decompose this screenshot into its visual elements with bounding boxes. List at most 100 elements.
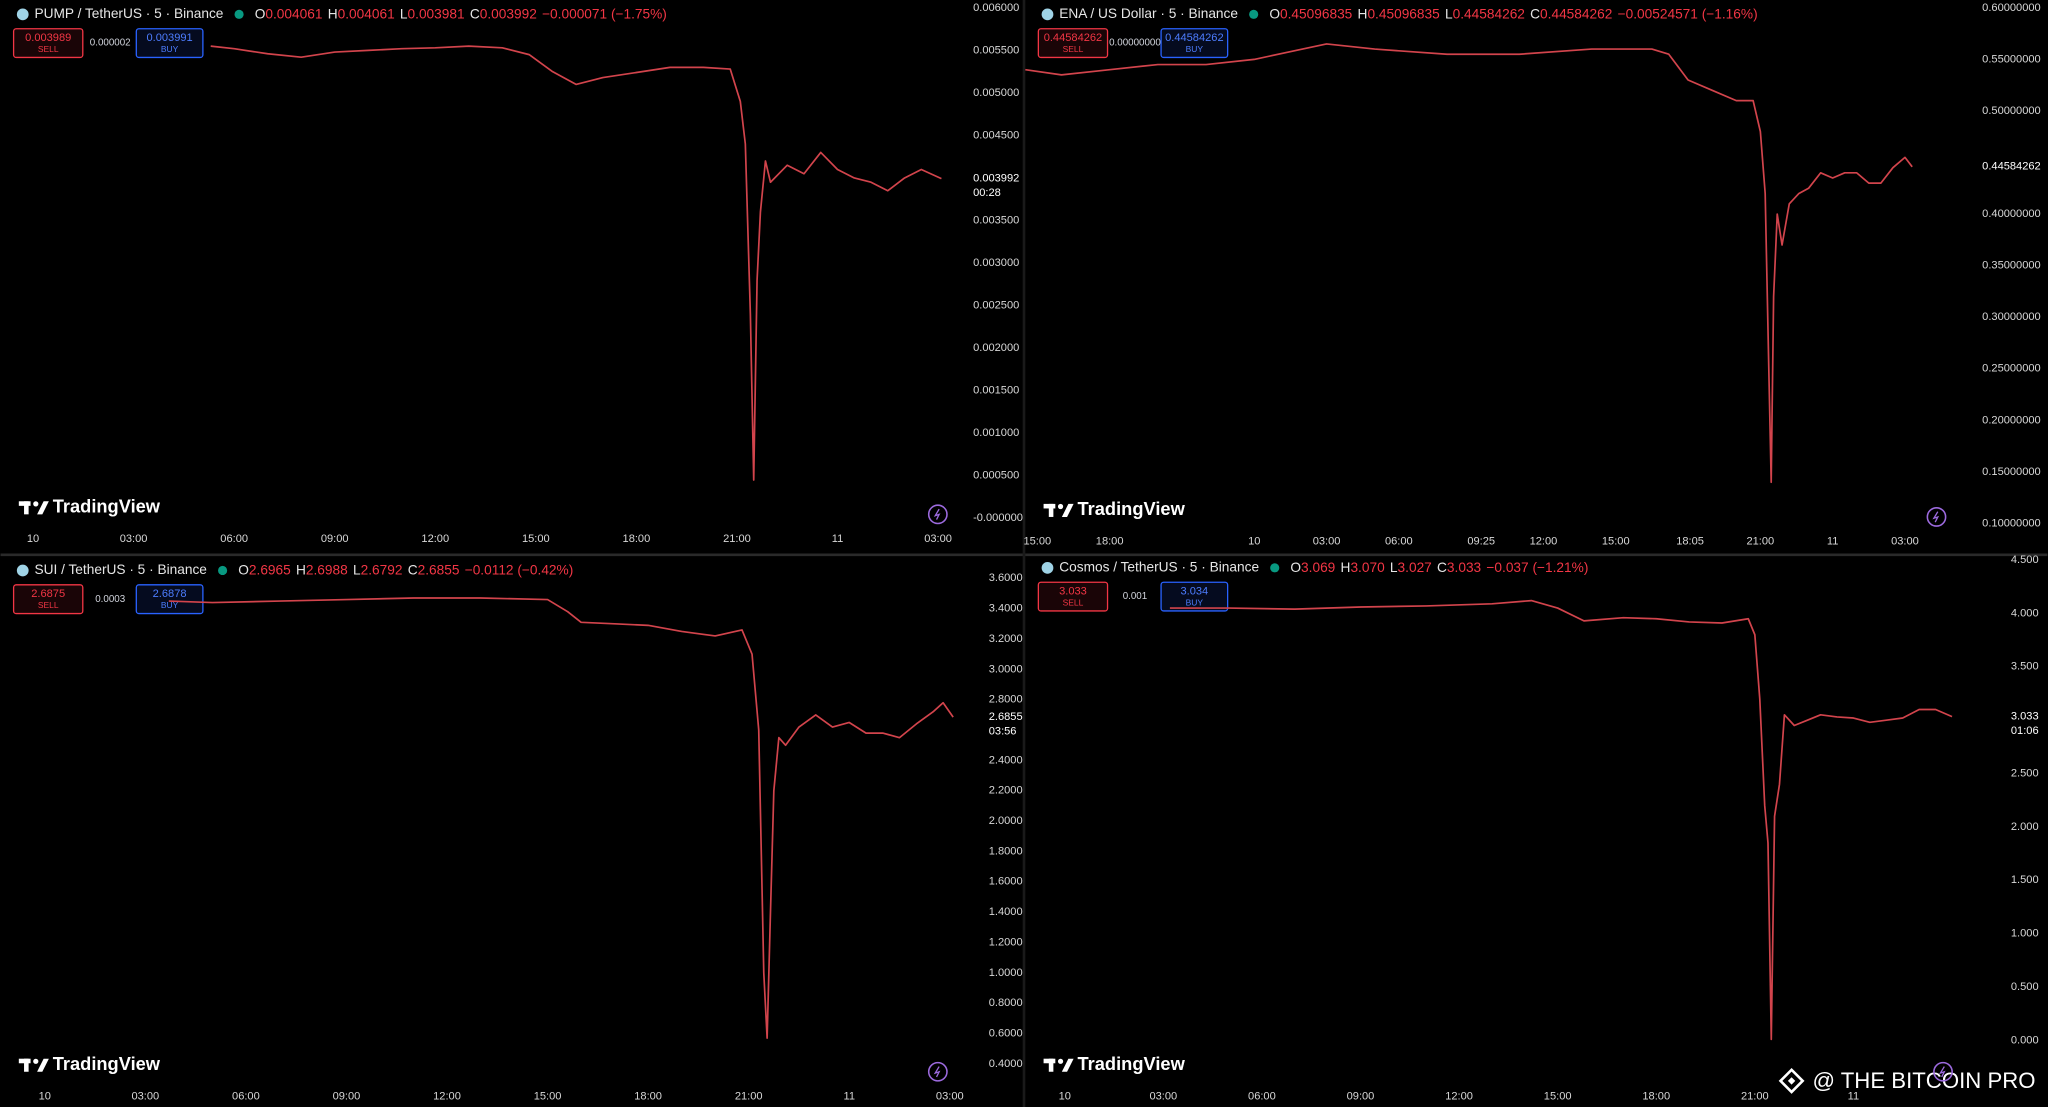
- ohlc-value: 0.004061: [265, 6, 322, 21]
- x-tick-label: 09:00: [1347, 1090, 1375, 1102]
- ohlc-value: 2.6965: [249, 562, 291, 577]
- x-tick-label: 03:00: [1149, 1090, 1177, 1102]
- sell-label: SELL: [38, 44, 59, 54]
- spread: 0.001: [1123, 591, 1147, 602]
- buy-button[interactable]: [135, 28, 204, 59]
- symbol: ENA / US Dollar · 5 · Binance: [1059, 6, 1238, 21]
- symbol: Cosmos / TetherUS · 5 · Binance: [1059, 559, 1259, 574]
- y-tick-label: 2.0000: [989, 815, 1023, 827]
- buy-label: BUY: [1186, 44, 1204, 54]
- sell-label: SELL: [1063, 597, 1084, 607]
- x-tick-label: 10: [39, 1090, 51, 1102]
- y-tick-label: 3.2000: [989, 633, 1023, 645]
- replay-icon: [933, 508, 941, 520]
- y-tick-label: 2.4000: [989, 754, 1023, 766]
- buy-button[interactable]: [135, 584, 204, 615]
- x-tick-label: 03:00: [131, 1090, 159, 1102]
- y-tick-label: 0.003000: [973, 257, 1019, 269]
- y-tick-label: 0.006000: [973, 2, 1019, 14]
- ohlc-value: 3.027: [1398, 559, 1432, 574]
- buy-label: BUY: [161, 600, 179, 610]
- y-tick-label: 2.2000: [989, 785, 1023, 797]
- x-tick-label: 06:00: [220, 533, 248, 545]
- x-tick-label: 11: [832, 533, 843, 545]
- x-tick-label: 18:00: [634, 1090, 662, 1102]
- ohlc-value: 0.003992: [480, 6, 537, 21]
- sell-price: 3.033: [1059, 585, 1087, 597]
- ohlc-key: O: [255, 6, 266, 21]
- ohlc-value: 0.003981: [408, 6, 465, 21]
- ohlc-value: 2.6988: [306, 562, 348, 577]
- sell-button[interactable]: [12, 28, 84, 59]
- y-tick-label: 0.002000: [973, 342, 1019, 354]
- ohlc-key: H: [1341, 559, 1351, 574]
- x-tick-label: 18:00: [623, 533, 651, 545]
- y-tick-label: 4.500: [2011, 554, 2039, 566]
- logo: TradingView: [1078, 498, 1186, 519]
- y-tick-label: 0.005500: [973, 44, 1019, 56]
- price-line: [1025, 43, 1913, 484]
- x-tick-label: 06:00: [1385, 536, 1413, 548]
- spread: 0.00000000: [1109, 38, 1161, 49]
- ohlc: O3.069 H3.070 L3.027 C3.033 −0.037 (−1.21%): [1290, 559, 1588, 574]
- x-tick-label: 21:00: [723, 533, 751, 545]
- ohlc-key: C: [408, 562, 418, 577]
- x-tick-label: 12:00: [433, 1090, 461, 1102]
- x-tick-label: 12:00: [1445, 1090, 1473, 1102]
- sell-button[interactable]: [1037, 581, 1109, 612]
- replay-button[interactable]: [1933, 1061, 1953, 1082]
- buy-button[interactable]: [1160, 28, 1229, 59]
- y-tick-label: 3.6000: [989, 572, 1023, 584]
- sell-button[interactable]: [12, 584, 84, 615]
- replay-button[interactable]: [927, 1061, 948, 1082]
- y-tick-label: 3.4000: [989, 603, 1023, 615]
- logo-shape: [37, 1058, 49, 1072]
- sell-button[interactable]: [1037, 28, 1109, 59]
- logo-icon: [1043, 503, 1074, 517]
- sell-price: 0.44584262: [1044, 32, 1103, 44]
- logo-shape: [33, 1058, 39, 1064]
- y-tick-label: 0.50000000: [1982, 105, 2041, 117]
- status-dot: [1249, 9, 1259, 19]
- y-tick-label: 2.000: [2011, 821, 2039, 833]
- x-tick-label: 15:00: [522, 533, 550, 545]
- logo-shape: [1061, 503, 1074, 517]
- sell-label: SELL: [1063, 44, 1084, 54]
- ohlc-key: O: [1269, 6, 1280, 21]
- y-tick-label: 2.500: [2011, 767, 2039, 779]
- y-tick-label: 0.40000000: [1982, 208, 2041, 220]
- last-price-label: 3.033: [2011, 711, 2039, 723]
- y-tick-label: 4.000: [2011, 607, 2039, 619]
- replay-button[interactable]: [927, 504, 948, 525]
- x-tick-label: 21:00: [1746, 536, 1774, 548]
- x-tick-label: 12:00: [421, 533, 449, 545]
- ohlc-value: 3.033: [1447, 559, 1482, 574]
- ohlc: O0.004061 H0.004061 L0.003981 C0.003992 −0.0…: [255, 6, 667, 21]
- y-tick-label: 0.000500: [973, 470, 1019, 482]
- logo-shape: [1057, 1058, 1064, 1064]
- x-tick-label: 09:00: [321, 533, 349, 545]
- price-line: [1169, 599, 1953, 1041]
- logo: TradingView: [53, 1053, 161, 1074]
- x-tick-label: 06:00: [1248, 1090, 1276, 1102]
- y-tick-label: 1.8000: [989, 845, 1023, 857]
- x-tick-label: 18:00: [1642, 1090, 1670, 1102]
- replay-icon: [1938, 1066, 1946, 1078]
- x-tick-label: 03:00: [924, 533, 952, 545]
- y-tick-label: 1.4000: [989, 906, 1023, 918]
- buy-button[interactable]: [1160, 581, 1229, 612]
- x-tick-label: 09:00: [333, 1090, 361, 1102]
- buy-price: 0.44584262: [1165, 32, 1224, 44]
- replay-button[interactable]: [1926, 507, 1947, 527]
- status-dot: [1270, 563, 1280, 573]
- y-tick-label: 0.25000000: [1982, 363, 2041, 375]
- y-tick-label: 0.003500: [973, 214, 1019, 226]
- logo-icon: [1043, 1058, 1074, 1072]
- buy-price: 3.034: [1180, 585, 1208, 597]
- replay-icon: [1932, 511, 1940, 523]
- y-tick-label: 0.4000: [989, 1058, 1023, 1070]
- ohlc-key: O: [238, 562, 249, 577]
